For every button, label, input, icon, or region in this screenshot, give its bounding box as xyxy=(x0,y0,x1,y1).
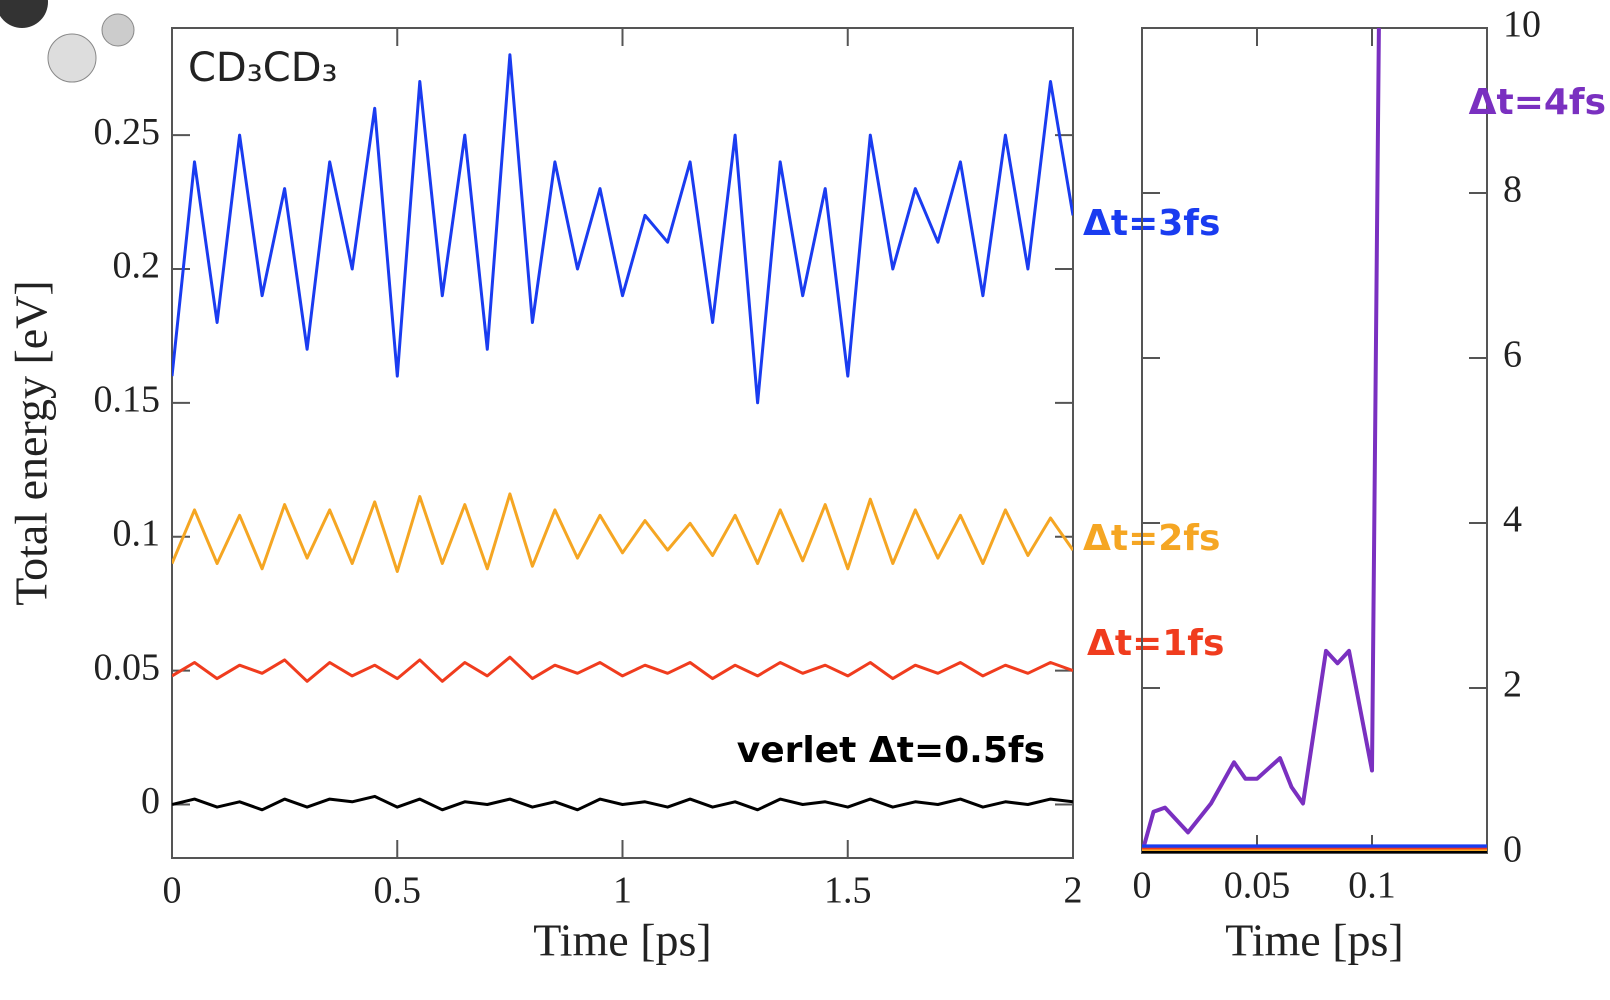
y-tick-label: 0.25 xyxy=(94,111,161,153)
y-tick-label: 6 xyxy=(1503,334,1522,376)
y-tick-label: 8 xyxy=(1503,169,1522,211)
x-tick-label: 0.1 xyxy=(1348,865,1396,907)
x-tick-label: 0 xyxy=(1133,865,1152,907)
series-label: Δt=4fs xyxy=(1469,82,1606,123)
series-label: verlet Δt=0.5fs xyxy=(737,730,1045,771)
y-tick-label: 0.05 xyxy=(94,646,161,688)
y-tick-label: 0.1 xyxy=(113,512,161,554)
y-tick-label: 0.2 xyxy=(113,245,161,287)
y-tick-label: 0 xyxy=(141,780,160,822)
series-line xyxy=(172,794,1073,812)
series-label: Δt=2fs xyxy=(1083,518,1220,559)
series-line xyxy=(172,492,1073,573)
x-tick-label: 1.5 xyxy=(824,870,872,912)
y-tick-label: 2 xyxy=(1503,664,1522,706)
annotation: CD₃CD₃ xyxy=(188,45,338,91)
x-tick-label: 2 xyxy=(1064,870,1083,912)
x-tick-label: 0.5 xyxy=(374,870,422,912)
y-tick-label: 0.15 xyxy=(94,379,161,421)
series-line xyxy=(172,655,1073,683)
series-label: Δt=3fs xyxy=(1083,203,1220,244)
series-line xyxy=(1142,28,1381,853)
y-tick-label: 10 xyxy=(1503,4,1541,46)
x-tick-label: 0.05 xyxy=(1224,865,1291,907)
x-axis-label: Time [ps] xyxy=(533,915,712,966)
y-tick-label: 0 xyxy=(1503,829,1522,871)
x-tick-label: 0 xyxy=(163,870,182,912)
x-tick-label: 1 xyxy=(613,870,632,912)
series-line xyxy=(172,53,1073,405)
y-axis-label: Total energy [eV] xyxy=(6,280,57,605)
y-tick-label: 4 xyxy=(1503,499,1522,541)
molecule-icon xyxy=(0,0,135,83)
x-axis-label: Time [ps] xyxy=(1225,915,1404,966)
series-label: Δt=1fs xyxy=(1087,623,1224,664)
